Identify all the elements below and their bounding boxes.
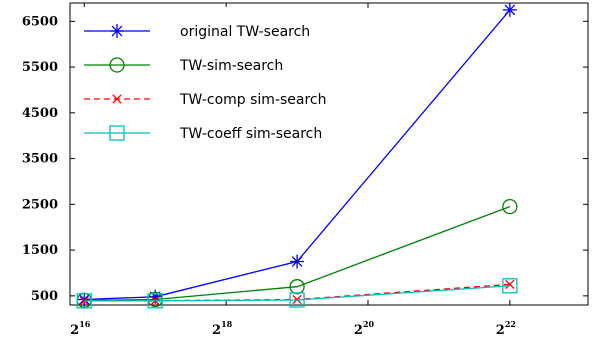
y-tick-label: 3500	[22, 152, 58, 167]
legend-label: TW-coeff sim-search	[179, 126, 322, 142]
y-tick-label: 1500	[22, 243, 58, 258]
x-tick-exponent: 16	[79, 319, 91, 329]
plot-area-frame	[69, 2, 589, 306]
x-tick-base: 2	[212, 323, 221, 338]
data-point	[289, 279, 305, 295]
series-layer	[76, 2, 518, 309]
x-tick-label: 220	[354, 319, 375, 338]
data-point	[502, 198, 518, 215]
y-axis-ticks: 500 1500 2500 3500 4500 5500 6500	[22, 14, 588, 304]
legend-label: TW-comp sim-search	[179, 92, 327, 108]
data-point	[502, 278, 518, 294]
x-tick-base: 2	[70, 323, 79, 338]
x-tick-label: 216	[70, 319, 91, 338]
series-line	[84, 285, 510, 302]
x-tick-exponent: 20	[363, 319, 375, 329]
series-line	[84, 9, 511, 301]
legend-label: TW-sim-search	[179, 58, 283, 74]
legend-label: original TW-search	[180, 24, 310, 40]
series-line	[84, 205, 511, 302]
legend-box	[75, 7, 365, 147]
x-tick-exponent: 22	[505, 319, 516, 329]
legend: original TW-search TW-sim-search TW-comp s…	[75, 7, 365, 147]
y-tick-label: 6500	[22, 14, 58, 29]
data-point	[289, 292, 305, 308]
legend-marker	[109, 57, 125, 73]
data-point	[502, 2, 517, 17]
y-tick-label: 4500	[22, 106, 58, 121]
x-tick-base: 2	[496, 323, 505, 338]
y-tick-label: 500	[31, 289, 58, 304]
x-tick-base: 2	[354, 323, 363, 338]
x-tick-label: 218	[212, 319, 233, 338]
y-tick-label: 5500	[22, 60, 58, 75]
legend-marker	[109, 125, 125, 141]
data-point	[147, 293, 163, 309]
x-tick-label: 222	[496, 319, 516, 338]
data-point	[290, 254, 305, 269]
data-point	[505, 279, 515, 290]
y-tick-label: 2500	[22, 197, 58, 212]
data-point	[79, 296, 89, 306]
x-tick-exponent: 18	[221, 319, 233, 329]
data-point	[77, 292, 92, 307]
data-point	[76, 293, 92, 309]
legend-marker	[112, 94, 122, 104]
legend-marker	[110, 24, 124, 38]
